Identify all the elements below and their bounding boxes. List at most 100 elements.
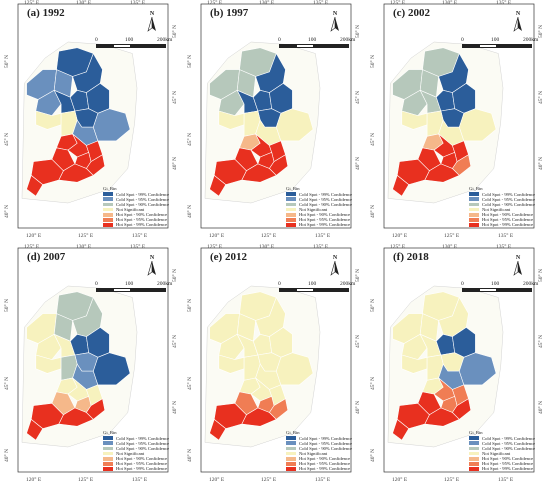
legend-item: Hot Spot - 90% Confidence <box>103 212 169 217</box>
latitude-label: 45° N <box>4 132 10 146</box>
longitude-label: 125° E <box>261 477 277 483</box>
scale-bar: 0 100 200km <box>95 281 172 295</box>
region-polygon <box>26 418 44 441</box>
scale-segment <box>96 44 113 48</box>
legend-swatch <box>286 456 296 461</box>
legend-label: Hot Spot - 99% Confidence <box>116 466 168 472</box>
legend-label: Hot Spot - 95% Confidence <box>482 217 534 223</box>
legend-label: Hot Spot - 95% Confidence <box>299 461 351 467</box>
latitude-label: 40° N <box>172 156 178 170</box>
region-polygon <box>269 398 289 420</box>
legend-item: Hot Spot - 95% Confidence <box>103 461 169 466</box>
map-panel: (b) 1997 125° E 130° E 135° E 120° E 125° E 13… <box>183 0 366 244</box>
legend-swatch <box>286 461 296 466</box>
longitude-label: 135° E <box>130 0 146 6</box>
region-polygon <box>458 108 497 142</box>
scale-label: 0 <box>278 281 281 287</box>
region-polygon <box>392 174 410 197</box>
latitude-label: 50° N <box>538 24 544 38</box>
legend-item: Cold Spot - 95% Confidence <box>103 441 169 446</box>
legend-label: Hot Spot - 95% Confidence <box>116 217 168 223</box>
legend-swatch <box>103 207 113 212</box>
latitude-label: 40° N <box>538 156 544 170</box>
legend-label: Cold Spot - 90% Confidence <box>116 201 170 207</box>
latitude-label: 50° N <box>370 298 376 312</box>
map-canvas <box>200 247 352 473</box>
latitude-label: 45° N <box>355 334 361 348</box>
scale-bar: 0 100 200km <box>278 37 355 51</box>
legend-swatch <box>103 466 113 471</box>
longitude-label: 125° E <box>78 477 94 483</box>
longitude-label: 135° E <box>132 477 148 483</box>
scale-segment <box>296 288 314 292</box>
legend-item: Hot Spot - 90% Confidence <box>286 212 352 217</box>
longitude-label: 135° E <box>315 477 331 483</box>
legend-label: Cold Spot - 99% Confidence <box>116 191 170 197</box>
longitude-label: 135° E <box>315 233 331 239</box>
legend-item: Hot Spot - 90% Confidence <box>469 456 535 461</box>
longitude-label: 125° E <box>390 0 406 6</box>
scale-label: 200km <box>523 37 539 43</box>
map-canvas <box>383 247 535 473</box>
longitude-label: 125° E <box>24 244 40 250</box>
region-polygon <box>35 89 62 116</box>
scale-segment <box>96 288 113 292</box>
longitude-label: 120° E <box>26 477 42 483</box>
longitude-label: 130° E <box>442 0 458 6</box>
longitude-label: 125° E <box>444 477 460 483</box>
legend-label: Cold Spot - 95% Confidence <box>299 440 353 446</box>
legend-swatch <box>286 207 296 212</box>
legend-item: Not Significant <box>286 207 352 212</box>
longitude-label: 135° E <box>132 233 148 239</box>
legend-item: Cold Spot - 99% Confidence <box>286 192 352 197</box>
legend-swatch <box>469 192 479 197</box>
legend-swatch <box>469 446 479 451</box>
longitude-label: 130° E <box>259 0 275 6</box>
legend-item: Hot Spot - 90% Confidence <box>103 456 169 461</box>
region-polygon <box>275 352 314 386</box>
legend-label: Hot Spot - 95% Confidence <box>299 217 351 223</box>
scale-segment <box>479 288 497 292</box>
region-polygon <box>86 154 106 176</box>
north-arrow-icon <box>513 17 522 32</box>
legend-swatch <box>103 212 113 217</box>
map-panel: (c) 2002 125° E 130° E 135° E 120° E 125° E 13… <box>366 0 549 244</box>
scale-label: 0 <box>461 37 464 43</box>
legend-item: Not Significant <box>103 207 169 212</box>
legend-swatch <box>469 222 479 227</box>
longitude-label: 135° E <box>498 477 514 483</box>
north-arrow-icon <box>147 17 156 32</box>
longitude-label: 125° E <box>444 233 460 239</box>
longitude-label: 135° E <box>313 244 329 250</box>
legend-label: Not Significant <box>299 206 328 212</box>
legend-item: Hot Spot - 95% Confidence <box>469 217 535 222</box>
longitude-label: 125° E <box>78 233 94 239</box>
scale-segment <box>131 288 166 292</box>
legend-label: Cold Spot - 95% Confidence <box>482 440 536 446</box>
latitude-label: 40° N <box>172 400 178 414</box>
latitude-label: 50° N <box>538 268 544 282</box>
scale-label: 100 <box>491 37 500 43</box>
longitude-label: 125° E <box>390 244 406 250</box>
longitude-label: 130° E <box>76 0 92 6</box>
latitude-label: 45° N <box>370 132 376 146</box>
north-arrow: N <box>329 11 341 33</box>
legend-swatch <box>286 446 296 451</box>
panel-title: (e) 2012 <box>210 251 247 263</box>
region-polygon <box>269 154 289 176</box>
latitude-label: 40° N <box>538 400 544 414</box>
legend-title: Gi_Bin <box>469 430 483 435</box>
legend-label: Cold Spot - 95% Confidence <box>299 196 353 202</box>
panel-title: (a) 1992 <box>27 7 65 19</box>
longitude-label: 135° E <box>313 0 329 6</box>
legend-label: Cold Spot - 99% Confidence <box>482 191 536 197</box>
scale-segment <box>497 44 532 48</box>
longitude-label: 125° E <box>261 233 277 239</box>
legend-swatch <box>286 441 296 446</box>
legend-swatch <box>286 436 296 441</box>
region-polygon <box>401 333 428 360</box>
scale-bar-graphic <box>462 44 532 48</box>
scale-bar: 0 100 200km <box>278 281 355 295</box>
legend-label: Cold Spot - 95% Confidence <box>116 196 170 202</box>
